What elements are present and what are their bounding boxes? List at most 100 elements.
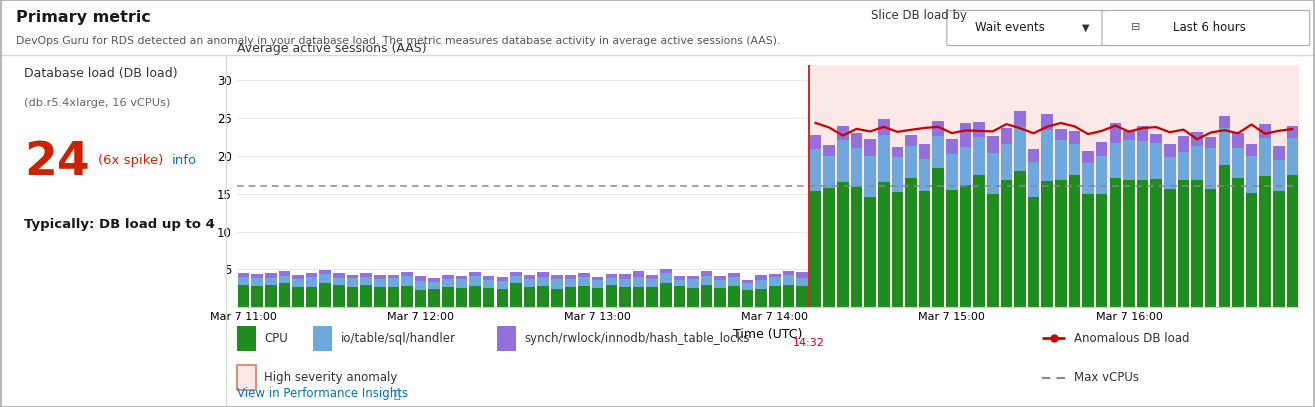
Bar (782, 275, 794, 285)
Bar (551, 279, 563, 289)
Bar (279, 271, 291, 276)
Bar (1082, 194, 1094, 307)
Bar (1178, 180, 1189, 307)
Bar (851, 133, 863, 149)
Bar (264, 273, 276, 278)
Bar (1041, 130, 1053, 181)
Bar (1273, 146, 1285, 160)
Bar (919, 144, 931, 159)
Bar (796, 286, 807, 307)
Bar (1245, 193, 1257, 307)
Bar (1095, 142, 1107, 155)
Bar (1110, 142, 1122, 178)
Bar (388, 275, 400, 278)
Bar (497, 289, 508, 307)
Text: Max vCPUs: Max vCPUs (1074, 371, 1139, 384)
Bar (945, 190, 957, 307)
Bar (401, 286, 413, 307)
Bar (1028, 149, 1039, 162)
Bar (429, 289, 441, 307)
Bar (988, 153, 998, 194)
Bar (1136, 126, 1148, 141)
Bar (605, 278, 617, 285)
Bar (1178, 152, 1189, 180)
Bar (714, 276, 726, 280)
Text: Last 6 hours: Last 6 hours (1173, 21, 1247, 34)
Bar (960, 123, 972, 147)
Bar (905, 135, 917, 146)
Bar (1219, 116, 1230, 128)
Bar (320, 270, 331, 274)
Bar (564, 287, 576, 307)
Bar (932, 168, 944, 307)
FancyBboxPatch shape (1102, 11, 1310, 46)
Text: 24: 24 (24, 140, 89, 185)
Bar (1055, 140, 1066, 180)
Bar (729, 273, 740, 277)
Bar (579, 273, 590, 277)
Bar (973, 137, 985, 175)
Bar (673, 286, 685, 307)
Bar (238, 285, 250, 307)
Bar (306, 273, 317, 277)
Bar (333, 278, 345, 284)
Bar (237, 326, 256, 351)
Bar (1151, 143, 1162, 179)
Bar (1095, 195, 1107, 307)
X-axis label: Time (UTC): Time (UTC) (734, 328, 802, 341)
Text: High severity anomaly: High severity anomaly (264, 371, 397, 384)
Bar (1001, 180, 1013, 307)
Bar (1014, 171, 1026, 307)
Bar (619, 274, 631, 278)
Bar (442, 279, 454, 287)
Text: DevOps Guru for RDS detected an anomaly in your database load. The metric measur: DevOps Guru for RDS detected an anomaly … (16, 36, 780, 46)
Bar (769, 286, 781, 307)
Bar (864, 156, 876, 197)
Bar (1178, 136, 1189, 152)
Bar (864, 197, 876, 307)
Bar (442, 287, 454, 307)
Bar (838, 140, 848, 182)
Bar (469, 276, 481, 285)
Bar (251, 274, 263, 278)
Bar (564, 275, 576, 279)
FancyBboxPatch shape (947, 11, 1111, 46)
Bar (414, 290, 426, 307)
Bar (1123, 131, 1135, 140)
Bar (1151, 134, 1162, 143)
Bar (1123, 180, 1135, 307)
Bar (688, 279, 698, 288)
Bar (251, 287, 263, 307)
Bar (1069, 131, 1080, 144)
Bar (510, 272, 522, 276)
Bar (1136, 180, 1148, 307)
Bar (1164, 157, 1176, 188)
Bar (483, 288, 494, 307)
Bar (1041, 114, 1053, 130)
Bar (523, 275, 535, 279)
Bar (796, 278, 807, 286)
Bar (796, 272, 807, 278)
Text: (6x spike): (6x spike) (97, 154, 163, 167)
Bar (1164, 188, 1176, 307)
Bar (1055, 180, 1066, 307)
Bar (1191, 180, 1203, 307)
Bar (1014, 127, 1026, 171)
Bar (660, 269, 672, 273)
Bar (469, 285, 481, 307)
Bar (714, 280, 726, 289)
Bar (878, 119, 889, 136)
Bar (360, 277, 372, 285)
Bar (238, 273, 250, 277)
Bar (373, 276, 385, 279)
Bar (1286, 138, 1298, 175)
Bar (742, 280, 753, 283)
Bar (688, 288, 698, 307)
Bar (1028, 197, 1039, 307)
Bar (237, 365, 256, 390)
Bar (347, 278, 358, 287)
Bar (1069, 144, 1080, 175)
Bar (306, 287, 317, 307)
Bar (755, 280, 767, 289)
Bar (864, 139, 876, 156)
